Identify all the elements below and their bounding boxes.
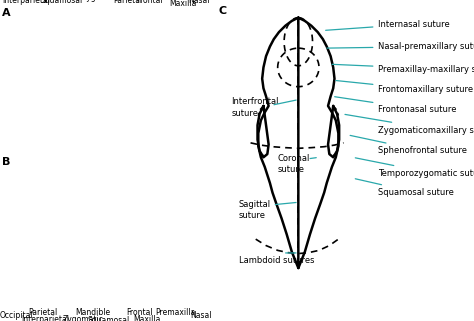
Text: Zygomatic: Zygomatic <box>63 315 103 321</box>
Text: Frontonasal suture: Frontonasal suture <box>335 97 457 114</box>
Text: Squamosal: Squamosal <box>40 0 83 5</box>
Text: Squamosal suture: Squamosal suture <box>356 179 454 197</box>
Text: Sagittal
suture: Sagittal suture <box>239 200 271 220</box>
Text: Frontomaxillary suture: Frontomaxillary suture <box>336 81 474 94</box>
Text: Premaxilla: Premaxilla <box>155 308 196 317</box>
Text: Squamosal: Squamosal <box>88 316 130 321</box>
Text: Nasal-premaxillary suture: Nasal-premaxillary suture <box>327 42 474 51</box>
Text: Premaxillay-maxillary suture: Premaxillay-maxillary suture <box>332 64 474 74</box>
Text: Sphenofrontal suture: Sphenofrontal suture <box>350 135 467 155</box>
Text: Temporozygomatic suture: Temporozygomatic suture <box>356 158 474 178</box>
Text: Mandible: Mandible <box>75 308 110 317</box>
Text: Interparietal: Interparietal <box>2 0 50 5</box>
Text: Parietal: Parietal <box>113 0 143 5</box>
Text: Lambdoid sutures: Lambdoid sutures <box>239 256 314 265</box>
Text: Internasal suture: Internasal suture <box>326 20 450 30</box>
Text: Frontal: Frontal <box>127 308 153 317</box>
Text: Nasal: Nasal <box>188 0 210 5</box>
Text: B: B <box>2 157 11 167</box>
Text: Maxilla: Maxilla <box>169 0 196 8</box>
Text: Nasal: Nasal <box>191 311 212 320</box>
Text: Occipital: Occipital <box>0 311 33 320</box>
Text: Parietal: Parietal <box>28 308 57 317</box>
Text: Maxilla: Maxilla <box>133 315 161 321</box>
Text: Premaxilla: Premaxilla <box>150 0 191 2</box>
Text: Zygomaticomaxillary suture: Zygomaticomaxillary suture <box>345 114 474 134</box>
Text: Zygomatic: Zygomatic <box>82 0 122 2</box>
Text: Coronal
suture: Coronal suture <box>278 154 310 174</box>
Text: Frontal: Frontal <box>136 0 163 5</box>
Text: Interfrontal
suture: Interfrontal suture <box>231 98 279 117</box>
Text: C: C <box>218 6 227 16</box>
Text: A: A <box>2 8 11 18</box>
Text: Interparietal: Interparietal <box>21 315 69 321</box>
